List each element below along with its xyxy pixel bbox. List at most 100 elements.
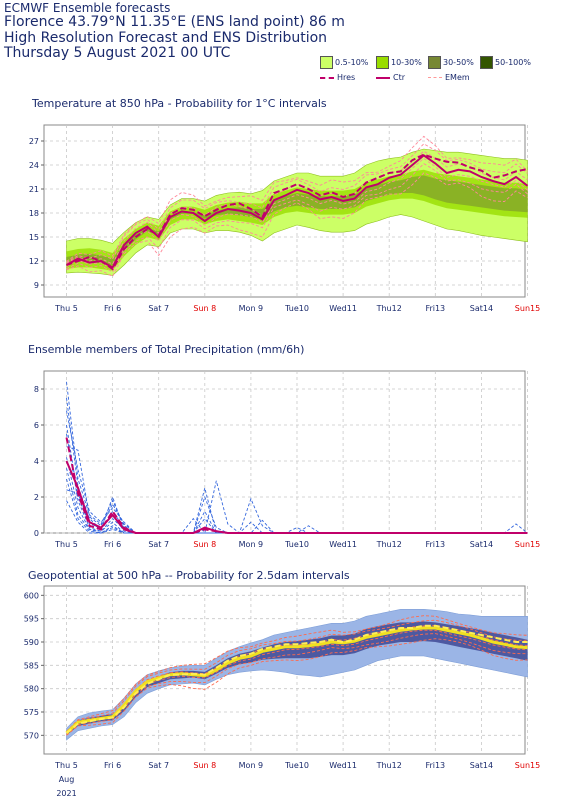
legend-item-10-30: 10-30%	[376, 56, 422, 69]
geo-xtick-label: Sun 8	[193, 761, 216, 770]
precip-plot: 0 2 4 6 8 Thu 5 Fri 6 Sat 7 Sun 8 Mon 9 Tue10 Wed11…	[34, 370, 540, 549]
geo-panel-title: Geopotential at 500 hPa -- Probability f…	[28, 569, 350, 582]
geo-ytick-label: 570	[24, 731, 39, 740]
temp-xtick-label: Thu 5	[54, 304, 78, 313]
legend-label: Hres	[337, 73, 356, 82]
precip-xtick-label: Fri 6	[104, 540, 121, 549]
geo-ytick-label: 600	[24, 591, 39, 600]
precip-xtick-label: Thu 5	[54, 540, 78, 549]
precip-member-line	[66, 433, 528, 534]
header-source: ECMWF Ensemble forecasts	[4, 1, 171, 15]
geo-ytick-label: 590	[24, 638, 39, 647]
temp-xtick-label: Sat 7	[148, 304, 169, 313]
precip-member-line	[66, 397, 528, 534]
legend-item-50-100: 50-100%	[480, 56, 531, 69]
temp-xtick-label: Mon 9	[239, 304, 264, 313]
geo-xtick-label: Sat 7	[148, 761, 169, 770]
precip-xtick-label: Sun15	[515, 540, 540, 549]
precip-panel-title: Ensemble members of Total Precipitation …	[28, 343, 305, 356]
precip-xtick-label: Wed11	[329, 540, 357, 549]
precip-xtick-label: Tue10	[284, 540, 309, 549]
temp-ytick-label: 24	[29, 161, 39, 170]
header-location: Florence 43.79°N 11.35°E (ENS land point…	[4, 14, 345, 31]
legend-label: EMem	[445, 73, 470, 82]
precip-ytick-label: 0	[34, 529, 39, 538]
geo-member-line	[66, 615, 528, 732]
temp-member-line	[66, 135, 528, 262]
temp-plot: 9 12 15 18 21 24 27 Thu 5 Fri 6 Sat 7 Sun 8 Mon 9 Tu…	[29, 124, 540, 313]
geo-xtick-label: Thu12	[376, 761, 402, 770]
temp-panel-title: Temperature at 850 hPa - Probability for…	[32, 97, 327, 110]
precip-member-line	[66, 410, 528, 534]
geo-ytick-label: 585	[24, 661, 39, 670]
temp-xtick-label: Sun 8	[193, 304, 216, 313]
geo-xtick-label: Fri13	[425, 761, 445, 770]
legend-swatch	[480, 56, 493, 69]
legend-line-swatch	[376, 76, 390, 79]
temp-ytick-label: 18	[29, 209, 39, 218]
geo-plot: 570 575 580 585 590 595 600 Thu 5 Fri 6 Sat 7 Sun …	[24, 585, 540, 798]
date-footer-year: 2021	[56, 789, 76, 798]
temp-xtick-label: Thu12	[376, 304, 402, 313]
legend-line-swatch	[428, 77, 442, 78]
legend-label: 10-30%	[391, 58, 422, 67]
temp-member-line	[66, 157, 528, 271]
legend-item-0.5-10: 0.5-10%	[320, 56, 368, 69]
geo-hres-line	[65, 624, 528, 734]
precip-xtick-label: Fri13	[425, 540, 445, 549]
temp-xtick-label: Sun15	[515, 304, 540, 313]
date-footer-month: Aug	[59, 775, 75, 784]
temp-xtick-label: Fri 6	[104, 304, 121, 313]
geo-xtick-label: Mon 9	[239, 761, 264, 770]
precip-ytick-label: 4	[34, 457, 39, 466]
temp-ytick-label: 21	[29, 185, 39, 194]
temp-xtick-label: Tue10	[284, 304, 309, 313]
temp-control-line	[66, 154, 529, 269]
precip-xtick-label: Sat 7	[148, 540, 169, 549]
legend-label: 50-100%	[495, 58, 531, 67]
header-product: High Resolution Forecast and ENS Distrib…	[4, 29, 328, 46]
geo-control-line	[65, 626, 528, 735]
geo-ytick-label: 595	[24, 615, 39, 624]
precip-ytick-label: 6	[34, 421, 39, 430]
legend-item-hres: Hres	[320, 73, 355, 82]
temp-ytick-label: 15	[29, 233, 39, 242]
legend-item-ctr: Ctr	[376, 73, 405, 82]
geo-xtick-label: Tue10	[284, 761, 309, 770]
precip-hres-line	[65, 437, 528, 534]
temp-hres-line	[66, 153, 528, 271]
precip-xtick-label: Sun 8	[193, 540, 216, 549]
geo-ytick-label: 575	[24, 708, 39, 717]
legend-label: Ctr	[393, 73, 406, 82]
header: ECMWF Ensemble forecasts Florence 43.79°…	[4, 1, 345, 61]
legend-swatch	[376, 56, 389, 69]
precip-ytick-label: 8	[34, 385, 39, 394]
legend-label: 0.5-10%	[335, 58, 369, 67]
temp-member-line	[66, 163, 528, 273]
temp-ytick-label: 27	[29, 137, 39, 146]
temp-xtick-label: Fri13	[425, 304, 445, 313]
temp-band-inner	[66, 175, 528, 265]
geo-xtick-label: Fri 6	[104, 761, 121, 770]
precip-xtick-label: Sat14	[470, 540, 493, 549]
legend-label: 30-50%	[443, 58, 474, 67]
precip-xtick-label: Thu12	[376, 540, 402, 549]
geo-member-line	[66, 629, 528, 735]
temp-xtick-label: Sat14	[470, 304, 493, 313]
temp-xtick-label: Wed11	[329, 304, 357, 313]
geo-xtick-label: Wed11	[329, 761, 357, 770]
temp-member-line	[66, 172, 528, 278]
geo-member-line	[66, 619, 528, 733]
geo-member-line	[66, 638, 528, 736]
precip-ytick-label: 2	[34, 493, 39, 502]
geo-xtick-label: Thu 5	[54, 761, 78, 770]
legend-item-30-50: 30-50%	[428, 56, 474, 69]
legend: 0.5-10% 10-30% 30-50% 50-100% Hres Ctr E…	[316, 56, 568, 88]
temp-band-mid	[66, 169, 528, 271]
temp-ytick-label: 12	[29, 257, 39, 266]
temp-member-line	[66, 143, 528, 263]
geo-xtick-label: Sat14	[470, 761, 493, 770]
temp-member-line	[66, 150, 528, 265]
legend-swatch	[320, 56, 333, 69]
